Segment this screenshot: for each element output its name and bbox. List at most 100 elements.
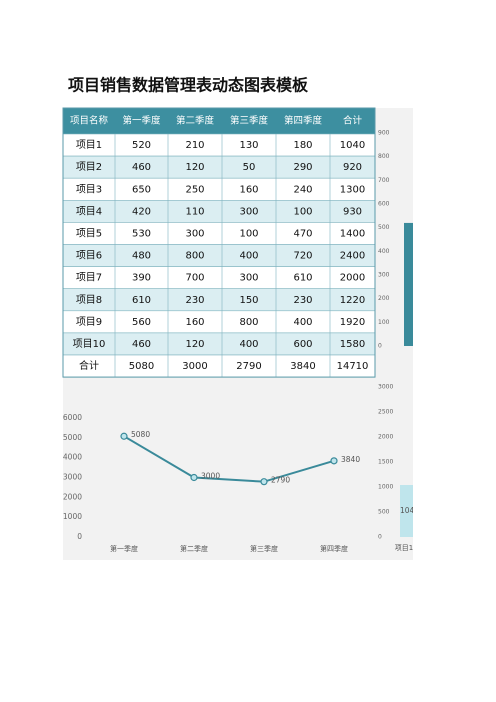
table-row: [62, 200, 376, 223]
table-row: [62, 133, 376, 157]
data-label: 1040: [400, 506, 419, 515]
table-cell: 720: [293, 251, 312, 262]
header-cell: 第四季度: [284, 115, 323, 127]
table-cell: 300: [239, 206, 258, 217]
table-cell: 2790: [236, 361, 261, 372]
y-tick-label: 3000: [378, 384, 393, 391]
table-cell: 420: [132, 206, 151, 217]
x-tick-label: 项目1: [395, 544, 413, 552]
header-row: [63, 108, 375, 134]
y-tick-label: 900: [378, 130, 390, 137]
table-cell: 120: [185, 339, 204, 350]
y-tick-label: 500: [378, 224, 390, 231]
header-cell: 合计: [343, 115, 363, 127]
y-tick-label: 2000: [63, 492, 82, 501]
y-tick-label: 3000: [63, 473, 82, 482]
table-cell: 1580: [340, 339, 365, 350]
table-cell: 合计: [79, 359, 99, 372]
y-tick-label: 400: [378, 248, 390, 255]
table-cell: 项目8: [76, 294, 102, 306]
table-row: [62, 288, 376, 312]
table-cell: 610: [293, 273, 312, 284]
y-tick-label: 6000: [63, 413, 82, 422]
data-point: [330, 457, 338, 465]
table-cell: 650: [132, 184, 151, 195]
table-cell: 2400: [340, 251, 365, 262]
charts: 01000200030004000500060005080第一季度3000第二季…: [63, 130, 419, 553]
table-row: [62, 266, 376, 290]
y-tick-label: 0: [378, 343, 382, 350]
x-tick-label: 第三季度: [250, 544, 278, 553]
y-tick-label: 700: [378, 177, 390, 184]
table-row: [62, 177, 376, 201]
table-cell: 110: [185, 206, 204, 217]
table-cell: 560: [132, 317, 151, 328]
table-cell: 项目10: [73, 338, 106, 350]
table-cell: 1300: [340, 184, 365, 195]
table-row: [62, 332, 376, 356]
table-cell: 1400: [340, 228, 365, 239]
table-cell: 50: [243, 162, 256, 173]
table-cell: 230: [293, 295, 312, 306]
table-cell: 160: [239, 184, 258, 195]
table-cell: 480: [132, 251, 151, 262]
y-tick-label: 500: [378, 509, 390, 516]
data-point: [120, 432, 128, 440]
table-row: [62, 354, 376, 378]
table-row: [62, 155, 376, 179]
table-cell: 930: [343, 206, 362, 217]
y-tick-label: 2500: [378, 409, 393, 416]
table-cell: 100: [239, 228, 258, 239]
table-cell: 240: [293, 184, 312, 195]
header-cell: 第二季度: [176, 115, 215, 127]
table-cell: 160: [185, 317, 204, 328]
table-cell: 120: [185, 162, 204, 173]
x-tick-label: 第四季度: [320, 544, 348, 553]
y-tick-label: 1500: [378, 459, 393, 466]
table-cell: 3840: [290, 361, 315, 372]
x-tick-label: 第二季度: [180, 544, 208, 553]
table-cell: 610: [132, 295, 151, 306]
y-tick-label: 4000: [63, 453, 82, 462]
y-tick-label: 0: [378, 534, 382, 541]
table-cell: 150: [239, 295, 258, 306]
table-cell: 300: [239, 273, 258, 284]
y-tick-label: 100: [378, 319, 390, 326]
y-tick-label: 200: [378, 295, 390, 302]
table-cell: 14710: [337, 361, 369, 372]
data-label: 3000: [201, 472, 220, 481]
table-cell: 400: [239, 339, 258, 350]
data-point: [260, 478, 268, 486]
table-cell: 180: [293, 140, 312, 151]
table-cell: 5080: [129, 361, 154, 372]
table-cell: 1040: [340, 140, 365, 151]
table-cell: 项目4: [76, 205, 102, 217]
header-cell: 项目名称: [70, 115, 109, 127]
table-cell: 300: [185, 228, 204, 239]
header-cell: 第一季度: [122, 115, 161, 127]
data-point: [190, 473, 198, 482]
table-cell: 520: [132, 140, 151, 151]
y-tick-label: 800: [378, 153, 390, 160]
table-cell: 600: [293, 339, 312, 350]
table-cell: 1220: [340, 295, 365, 306]
table-cell: 390: [132, 273, 151, 284]
table-cell: 400: [293, 317, 312, 328]
table-cell: 460: [132, 162, 151, 173]
table-cell: 项目3: [76, 183, 102, 195]
table-cell: 项目9: [76, 316, 102, 328]
table-row: [62, 310, 376, 334]
table-border: [62, 107, 376, 378]
table-cell: 2000: [340, 273, 365, 284]
data-label: 2790: [271, 476, 290, 485]
table-cell: 800: [185, 251, 204, 262]
y-tick-label: 5000: [63, 433, 82, 442]
table-cell: 800: [239, 317, 258, 328]
table-cell: 130: [239, 140, 258, 151]
table-cell: 250: [185, 184, 204, 195]
y-tick-label: 300: [378, 272, 390, 279]
data-label: 5080: [131, 430, 150, 439]
y-tick-label: 600: [378, 201, 390, 208]
y-tick-label: 0: [77, 532, 82, 541]
